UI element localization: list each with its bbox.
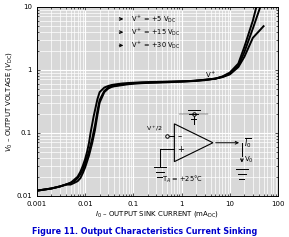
Text: V$_0$: V$_0$ [244, 155, 254, 165]
X-axis label: $I_0$ – OUTPUT SINK CURRENT (mA$_{\rm DC}$): $I_0$ – OUTPUT SINK CURRENT (mA$_{\rm DC… [95, 209, 220, 219]
Text: V$^+$/2: V$^+$/2 [147, 124, 164, 132]
Text: T$_A$ = +25°C: T$_A$ = +25°C [162, 174, 203, 185]
Text: $\overline{I_0}$: $\overline{I_0}$ [244, 136, 252, 150]
Y-axis label: $V_0$ – OUTPUT VOLTAGE ($V_{\rm DC}$): $V_0$ – OUTPUT VOLTAGE ($V_{\rm DC}$) [4, 51, 14, 152]
Text: V$^+$: V$^+$ [205, 69, 216, 80]
Text: –: – [177, 132, 182, 141]
Text: V$^+$ = +30 V$_{\rm DC}$: V$^+$ = +30 V$_{\rm DC}$ [131, 40, 180, 51]
Text: Figure 11. Output Characteristics Current Sinking: Figure 11. Output Characteristics Curren… [32, 227, 257, 236]
Text: +: + [177, 145, 184, 154]
Text: V$^+$ = +5 V$_{\rm DC}$: V$^+$ = +5 V$_{\rm DC}$ [131, 13, 176, 25]
Text: V$^+$ = +15 V$_{\rm DC}$: V$^+$ = +15 V$_{\rm DC}$ [131, 27, 180, 38]
